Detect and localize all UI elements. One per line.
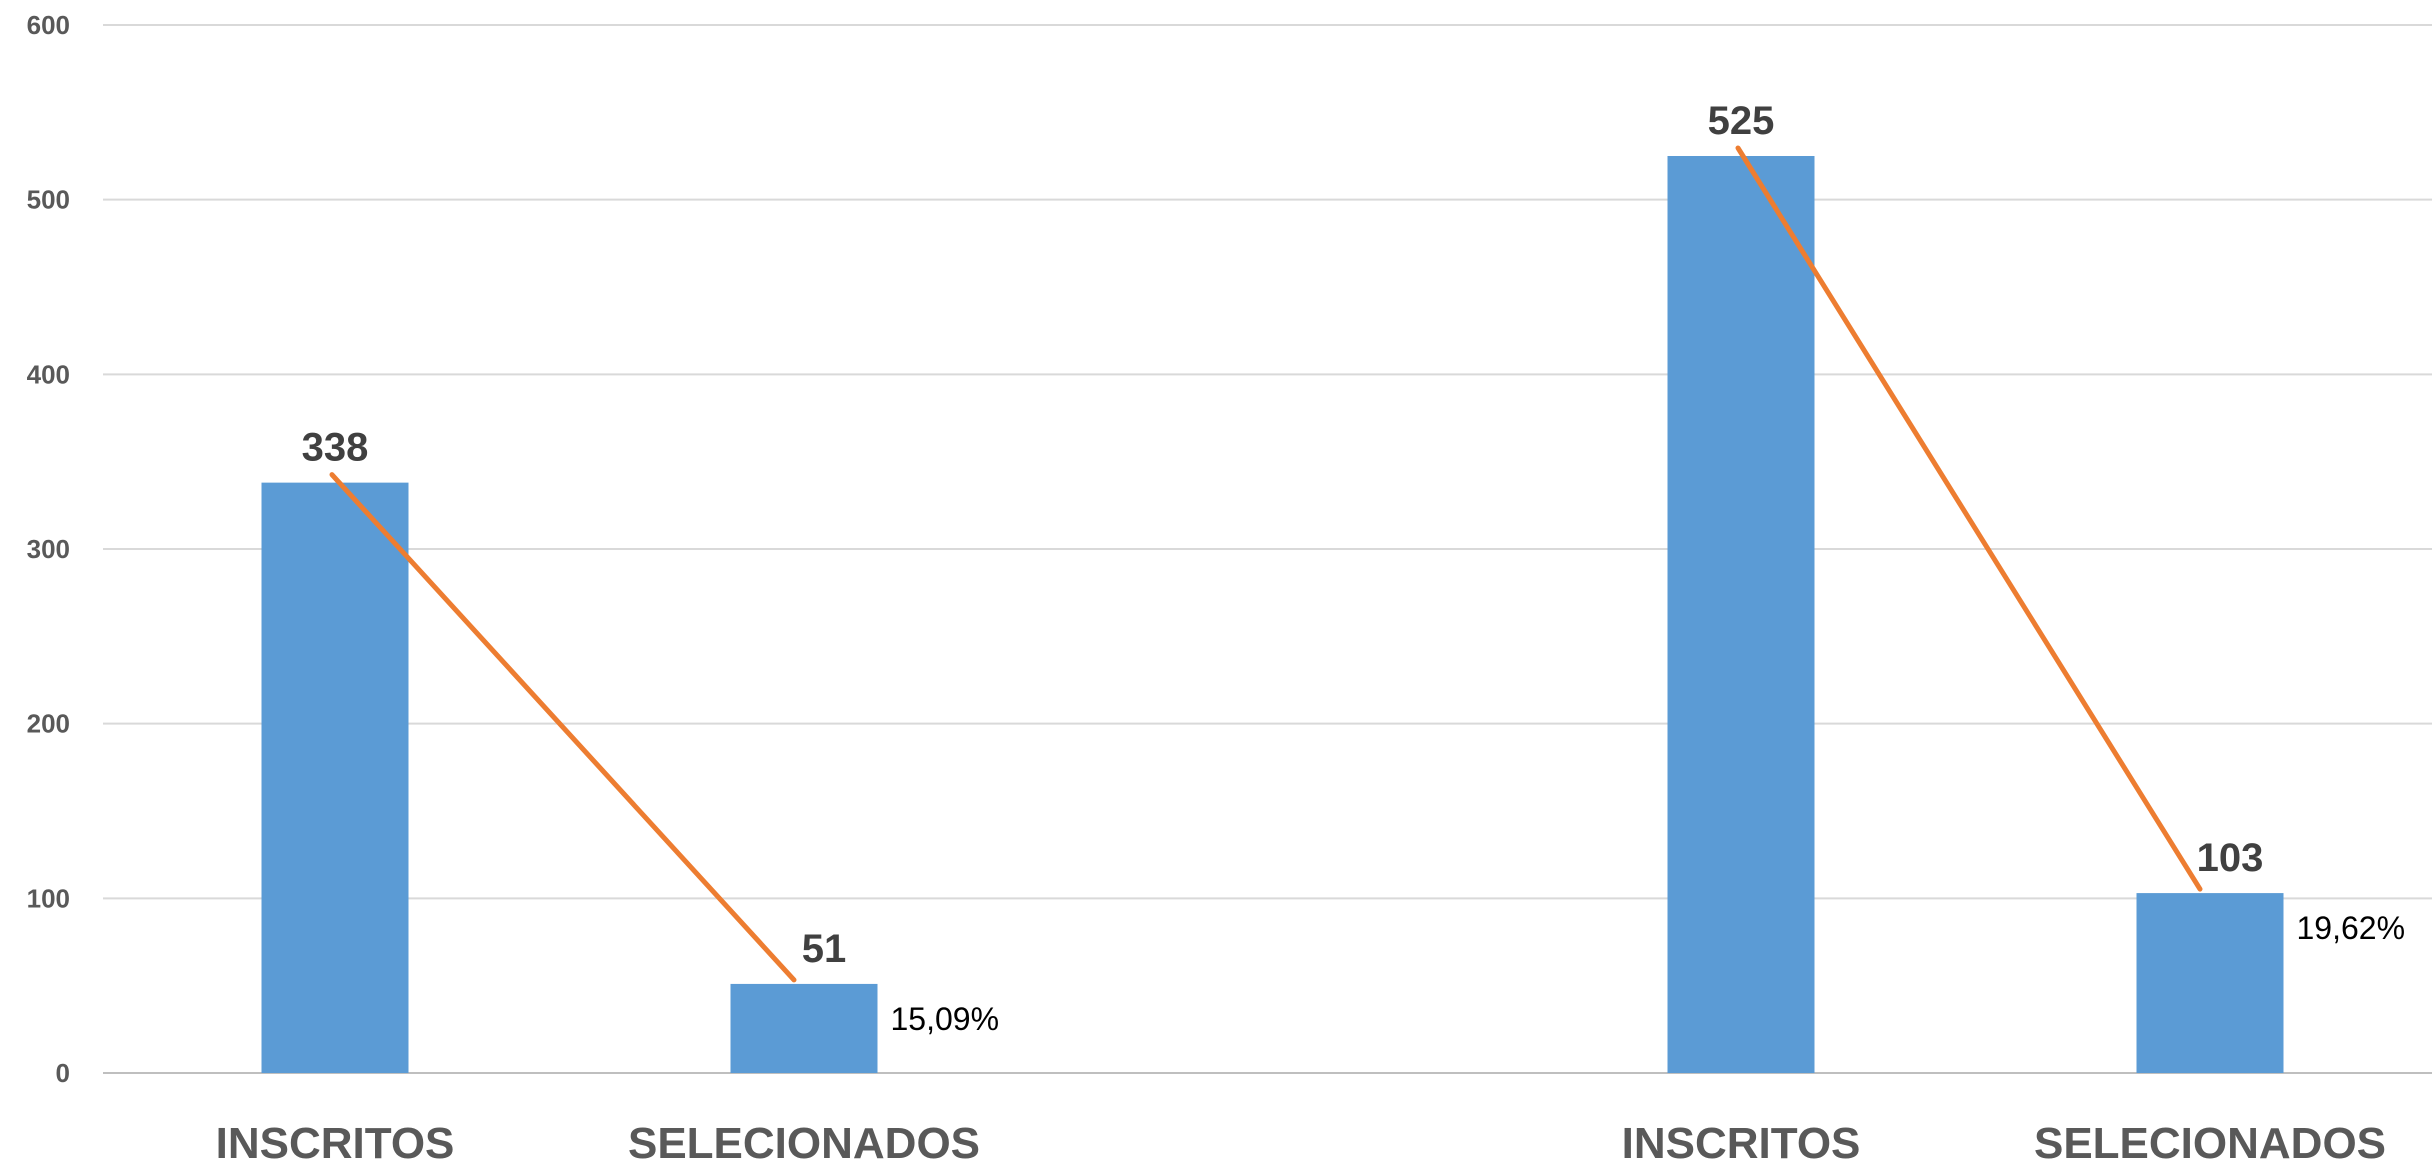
x-axis: INSCRITOS SELECIONADOS INSCRITOS SELECIONAD…	[216, 1119, 2386, 1165]
category-label: SELECIONADOS	[628, 1119, 980, 1165]
category-label: INSCRITOS	[216, 1119, 455, 1165]
y-axis: 0 100 200 300 400 500 600	[27, 10, 70, 1088]
value-label: 338	[302, 426, 369, 470]
trend-lines	[329, 145, 2203, 983]
trend-line	[1735, 145, 2203, 892]
value-label: 525	[1708, 99, 1775, 143]
category-label: INSCRITOS	[1622, 1119, 1861, 1165]
bar	[2136, 893, 2284, 1073]
bars	[261, 156, 2284, 1073]
percent-label: 15,09%	[891, 1001, 1000, 1037]
category-label: SELECIONADOS	[2034, 1119, 2386, 1165]
value-label: 51	[802, 927, 847, 971]
y-tick-label: 500	[27, 185, 70, 215]
value-label: 103	[2197, 836, 2264, 880]
bar	[1667, 156, 1815, 1073]
y-tick-label: 400	[27, 359, 70, 389]
bar	[730, 983, 878, 1073]
percent-label: 19,62%	[2297, 910, 2406, 946]
y-tick-label: 300	[27, 534, 70, 564]
trend-line	[329, 472, 797, 983]
data-labels: 338 51 525 103 15,09% 19,62%	[302, 99, 2405, 1037]
y-tick-label: 200	[27, 709, 70, 739]
y-tick-label: 600	[27, 10, 70, 40]
y-tick-label: 0	[56, 1058, 70, 1088]
y-tick-label: 100	[27, 883, 70, 913]
bar	[261, 482, 409, 1073]
gridlines	[103, 24, 2432, 1074]
